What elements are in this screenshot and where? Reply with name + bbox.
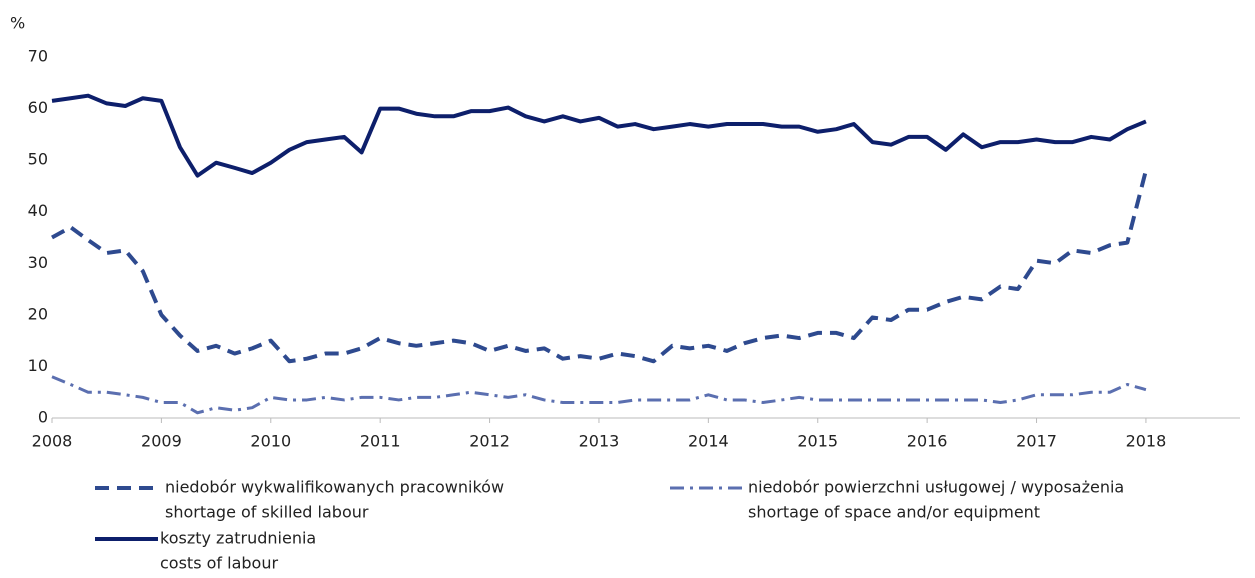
x-tick-label: 2011 bbox=[360, 432, 401, 451]
y-tick-label: 70 bbox=[28, 47, 48, 66]
series-line bbox=[51, 169, 1148, 364]
x-tick-label: 2012 bbox=[469, 432, 510, 451]
legend-label: koszty zatrudnienia bbox=[160, 529, 316, 548]
y-tick-label: 40 bbox=[28, 201, 48, 220]
x-tick-label: 2015 bbox=[797, 432, 838, 451]
series-line bbox=[51, 375, 1147, 415]
x-tick-label: 2016 bbox=[907, 432, 948, 451]
x-tick-label: 2009 bbox=[141, 432, 182, 451]
y-tick-label: 20 bbox=[28, 304, 48, 323]
x-tick-label: 2014 bbox=[688, 432, 729, 451]
y-tick-label: 0 bbox=[38, 408, 48, 427]
x-tick-label: 2017 bbox=[1016, 432, 1057, 451]
legend-label: shortage of skilled labour bbox=[165, 503, 369, 522]
legend-label: costs of labour bbox=[160, 554, 278, 573]
x-tick-label: 2010 bbox=[250, 432, 291, 451]
legend-label: niedobór wykwalifikowanych pracowników bbox=[165, 478, 504, 497]
y-tick-label: 60 bbox=[28, 98, 48, 117]
legend-label: shortage of space and/or equipment bbox=[748, 503, 1040, 522]
y-axis-label: % bbox=[10, 14, 25, 33]
legend-label: niedobór powierzchni usługowej / wyposaż… bbox=[748, 478, 1124, 497]
x-tick-label: 2013 bbox=[579, 432, 620, 451]
x-tick-label: 2018 bbox=[1126, 432, 1167, 451]
y-tick-label: 50 bbox=[28, 150, 48, 169]
x-tick-label: 2008 bbox=[32, 432, 73, 451]
series-line bbox=[51, 93, 1147, 178]
y-tick-label: 10 bbox=[28, 356, 48, 375]
y-tick-label: 30 bbox=[28, 253, 48, 272]
